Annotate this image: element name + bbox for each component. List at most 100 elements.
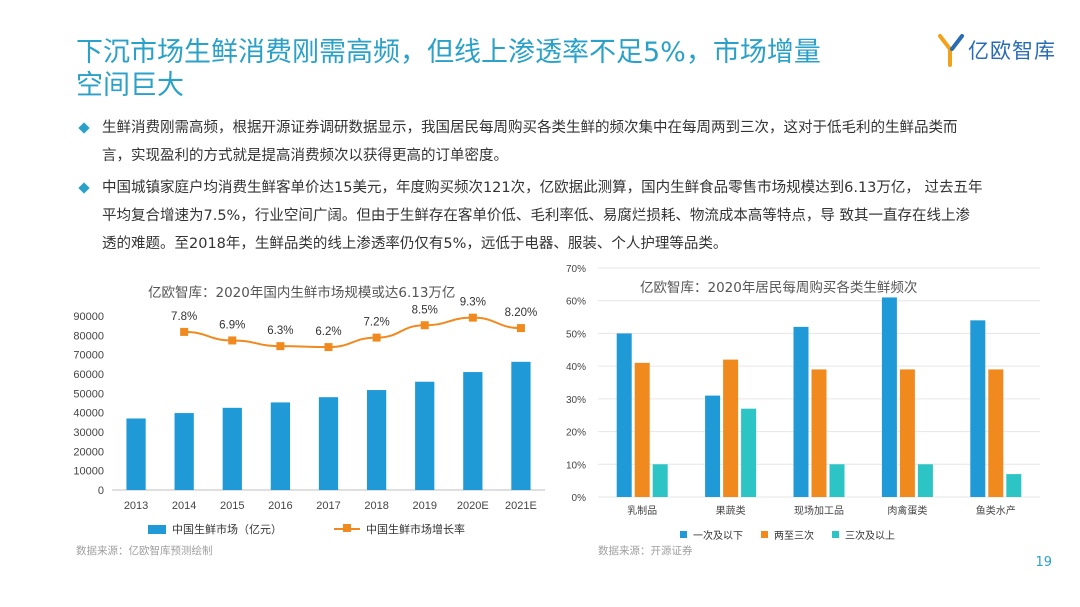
growth-rate-point	[516, 324, 525, 333]
legend-item-s2: 两至三次	[761, 527, 814, 542]
y-tick-label: 30000	[73, 427, 104, 439]
bar-frequency	[723, 359, 739, 497]
legend-item-s1: 一次及以下	[680, 527, 743, 542]
legend-label: 两至三次	[774, 531, 814, 542]
y-tick-label: 0%	[572, 493, 587, 504]
legend-item-growth: 中国生鲜市场增长率	[334, 521, 465, 537]
growth-rate-line	[184, 316, 521, 349]
y-tick-label: 60000	[73, 369, 104, 381]
x-tick-label: 肉禽蛋类	[887, 504, 927, 517]
y-tick-label: 60%	[566, 297, 586, 308]
bar-market-size	[366, 390, 387, 490]
chart-frequency: 0% 10% 20% 30% 40% 50% 60% 70% 乳制品 果蔬类 现场加工品 肉禽蛋类 鱼类…	[566, 264, 1040, 517]
logo-icon	[938, 34, 964, 67]
legend-swatch	[761, 531, 768, 538]
x-tick-label: 果蔬类	[716, 504, 746, 517]
chart-market-size-svg: 0 10000 20000 30000 40000 50000 60000 70000 8000…	[73, 297, 545, 512]
growth-rate-point	[180, 327, 189, 336]
chart-title-market-size: 亿欧智库：2020年国内生鲜市场规模或达6.13万亿	[148, 285, 456, 301]
y-tick-label: 20000	[73, 446, 104, 458]
bullet-text: 中国城镇家庭户均消费生鲜客单价达15美元，年度购买频次121次，亿欧据此测算，国…	[102, 180, 983, 252]
y-tick-label: 10000	[73, 466, 104, 478]
bar-market-size	[318, 397, 339, 490]
chart-market-size: 0 10000 20000 30000 40000 50000 60000 70000 8000…	[0, 0, 560, 560]
source-note: 数据来源：开源证券	[598, 545, 693, 557]
y-tick-label: 20%	[566, 428, 586, 439]
bar-frequency	[634, 362, 650, 497]
y-tick-label: 50000	[73, 388, 104, 400]
growth-rate-point	[372, 333, 381, 342]
legend-swatch	[832, 531, 839, 538]
bar-market-size	[463, 372, 483, 490]
x-tick-label: 2017	[316, 500, 340, 512]
legend-label: 中国生鲜市场增长率	[366, 523, 465, 536]
bar-frequency	[899, 369, 915, 497]
bar-market-size	[511, 361, 531, 490]
bar-frequency	[970, 320, 986, 497]
growth-rate-label: 6.2%	[315, 326, 341, 338]
growth-rate-label: 6.9%	[219, 319, 245, 331]
bar-frequency	[705, 395, 721, 497]
legend-label: 一次及以下	[693, 531, 743, 542]
bar-frequency	[616, 333, 632, 497]
bar-frequency	[793, 326, 809, 497]
bar-frequency	[652, 464, 668, 497]
bar-market-size	[270, 402, 291, 490]
bullet-list: 生鲜消费刚需高频，根据开源证券调研数据显示，我国居民每周购买各类生鲜的频次集中在…	[74, 114, 984, 262]
growth-rate-point	[468, 313, 477, 322]
y-tick-label: 70%	[566, 264, 586, 275]
growth-rate-point	[324, 343, 333, 352]
page-number: 19	[1035, 555, 1052, 570]
bar-market-size	[222, 407, 242, 490]
x-tick-label: 2018	[364, 500, 388, 512]
bar-frequency	[1006, 474, 1022, 497]
x-tick-label: 2014	[172, 500, 196, 512]
x-tick-label: 2021E	[505, 500, 537, 512]
logo: 亿欧智库	[938, 30, 1056, 70]
page-title: 下沉市场生鲜消费刚需高频，但线上渗透率不足5%，市场增量空间巨大	[76, 37, 821, 101]
legend-label: 中国生鲜市场（亿元）	[172, 523, 282, 536]
y-tick-label: 50%	[566, 329, 586, 340]
bar-frequency	[881, 297, 897, 497]
x-tick-label: 2013	[124, 500, 148, 512]
y-tick-label: 30%	[566, 395, 586, 406]
x-tick-label: 乳制品	[627, 504, 657, 517]
bar-frequency	[741, 408, 757, 497]
bullet-item: 生鲜消费刚需高频，根据开源证券调研数据显示，我国居民每周购买各类生鲜的频次集中在…	[74, 114, 984, 170]
bar-frequency	[988, 369, 1004, 497]
bar-frequency	[829, 464, 845, 497]
y-tick-label: 70000	[73, 350, 104, 362]
legend-label: 三次及以上	[845, 531, 895, 542]
chart-frequency-svg: 0% 10% 20% 30% 40% 50% 60% 70% 乳制品 果蔬类 现场加工品 肉禽蛋类 鱼类…	[566, 264, 1040, 517]
bar-frequency	[917, 464, 933, 497]
bullet-text: 生鲜消费刚需高频，根据开源证券调研数据显示，我国居民每周购买各类生鲜的频次集中在…	[102, 120, 958, 164]
y-tick-label: 40%	[566, 362, 586, 373]
x-tick-label: 2016	[268, 500, 292, 512]
growth-rate-label: 7.8%	[171, 311, 197, 323]
y-tick-label: 90000	[73, 311, 104, 323]
chart-title-frequency: 亿欧智库：2020年居民每周购买各类生鲜频次	[640, 280, 918, 296]
legend-swatch-bar	[148, 524, 166, 534]
growth-rate-label: 8.20%	[505, 307, 538, 319]
growth-rate-point	[276, 342, 285, 351]
x-tick-label: 鱼类水产	[976, 504, 1016, 517]
legend-swatch	[680, 531, 687, 538]
x-tick-label: 2019	[412, 500, 436, 512]
legend-frequency: 一次及以下 两至三次 三次及以上	[680, 527, 917, 542]
bar-market-size	[174, 413, 194, 490]
y-tick-label: 0	[98, 485, 104, 497]
source-note: 数据来源：亿欧智库预测绘制	[76, 545, 213, 557]
bar-market-size	[126, 418, 146, 490]
bar-market-size	[415, 381, 435, 490]
logo-text: 亿欧智库	[968, 39, 1056, 63]
bar-frequency	[811, 369, 827, 497]
growth-rate-label: 9.3%	[460, 297, 486, 309]
y-tick-label: 40000	[73, 408, 104, 420]
y-tick-label: 80000	[73, 330, 104, 342]
x-tick-label: 现场加工品	[794, 504, 844, 517]
growth-rate-label: 6.3%	[267, 325, 293, 337]
growth-rate-point	[228, 336, 237, 345]
legend-item-s3: 三次及以上	[832, 527, 895, 542]
legend-market-size: 中国生鲜市场（亿元） 中国生鲜市场增长率	[148, 521, 487, 537]
x-tick-label: 2015	[220, 500, 244, 512]
